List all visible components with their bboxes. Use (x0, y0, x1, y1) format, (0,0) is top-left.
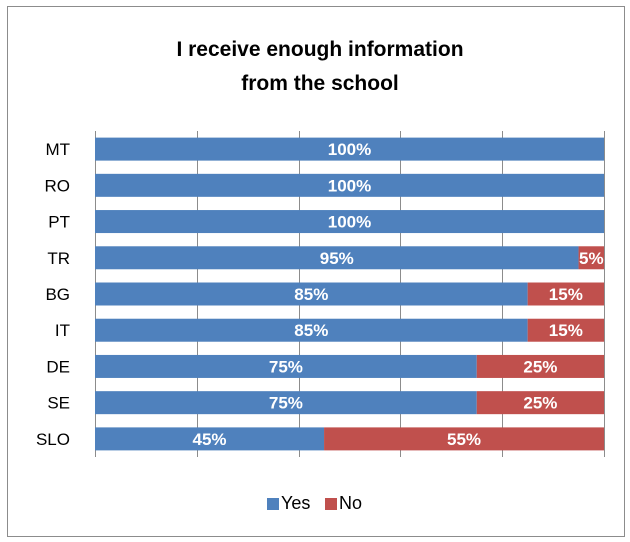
category-labels: MT RO PT TR BG IT DE SE SLO (36, 140, 70, 449)
data-label: 85% (294, 285, 328, 304)
category-label: TR (47, 249, 70, 268)
category-label: IT (55, 321, 70, 340)
data-label: 85% (294, 321, 328, 340)
data-label: 100% (328, 176, 371, 195)
bar-yes-de (95, 354, 477, 378)
bars: 100% 100% 100% 95% 5% 85% 15% 85% 15% 75% 25% 75% 25… (95, 137, 604, 451)
data-label: 5% (579, 249, 604, 268)
bar-no-de (476, 354, 604, 378)
data-label: 100% (328, 140, 371, 159)
chart-title-line-1: I receive enough information (176, 38, 463, 61)
category-label: PT (48, 213, 70, 232)
bar-yes-it (95, 318, 528, 342)
data-label: 45% (193, 430, 227, 449)
bar-no-bg (527, 282, 604, 306)
category-label: BG (45, 285, 70, 304)
category-label: SE (47, 394, 70, 413)
bar-yes-se (95, 391, 477, 415)
category-label: MT (45, 140, 70, 159)
data-label: 15% (549, 285, 583, 304)
chart-title-line-2: from the school (241, 72, 399, 95)
data-label: 15% (549, 321, 583, 340)
bar-yes-mt (95, 137, 604, 161)
bar-chart: I receive enough information from the sc… (36, 38, 605, 513)
bar-no-tr (578, 246, 604, 270)
bar-yes-pt (95, 210, 604, 234)
bar-yes-tr (95, 246, 579, 270)
legend-swatch-yes (267, 498, 279, 510)
data-label: 95% (320, 249, 354, 268)
bar-no-slo (324, 427, 604, 451)
legend-label-no: No (339, 493, 362, 513)
legend-label-yes: Yes (281, 493, 310, 513)
legend-swatch-no (325, 498, 337, 510)
data-label: 100% (328, 213, 371, 232)
legend: Yes No (267, 493, 362, 513)
bar-no-it (527, 318, 604, 342)
category-label: RO (45, 176, 71, 195)
data-label: 55% (447, 430, 481, 449)
data-label: 25% (523, 357, 557, 376)
data-label: 25% (523, 394, 557, 413)
bar-yes-slo (95, 427, 325, 451)
bar-no-se (476, 391, 604, 415)
data-label: 75% (269, 357, 303, 376)
category-label: DE (46, 357, 70, 376)
chart-frame: I receive enough information from the sc… (7, 6, 625, 537)
data-label: 75% (269, 394, 303, 413)
bar-yes-ro (95, 173, 604, 197)
bar-yes-bg (95, 282, 528, 306)
category-label: SLO (36, 430, 70, 449)
